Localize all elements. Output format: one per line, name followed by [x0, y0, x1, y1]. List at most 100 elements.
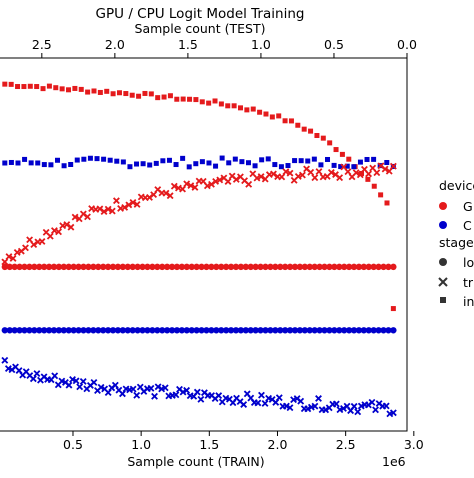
gpu-loading-point: [331, 263, 338, 271]
gpu-loading-point: [208, 263, 215, 271]
gpu-inference-point: [78, 86, 84, 92]
gpu-loading-point: [203, 263, 210, 271]
cpu-training-point: [111, 381, 119, 389]
gpu-inference-point: [295, 122, 301, 128]
cpu-inference-point: [127, 164, 133, 170]
gpu-loading-point: [370, 263, 377, 271]
gpu-training-point: [327, 169, 335, 176]
gpu-inference-point: [237, 105, 243, 111]
gpu-loading-point: [336, 263, 343, 271]
cpu-inference-point: [120, 159, 126, 165]
bottom-tick-label: 0.5: [63, 437, 83, 452]
cpu-training-point: [76, 383, 84, 391]
cpu-loading-point: [40, 327, 48, 334]
cpu-training-point: [215, 392, 223, 400]
cpu-loading-point: [124, 327, 131, 334]
data-marks: [1, 81, 397, 418]
gpu-loading-point: [178, 263, 186, 271]
legend-device-title: device: [439, 178, 474, 193]
gpu-training-point: [71, 213, 79, 221]
gpu-loading-point: [183, 263, 190, 271]
cpu-inference-point: [193, 161, 199, 167]
gpu-training-point: [129, 198, 137, 206]
cpu-inference-point: [285, 163, 291, 169]
gpu-inference-point: [276, 113, 282, 119]
cpu-loading-point: [31, 327, 38, 334]
gpu-inference-point: [244, 107, 250, 113]
gpu-inference-point: [314, 133, 320, 139]
gpu-inference-point: [320, 135, 326, 141]
gpu-loading-point: [75, 263, 82, 271]
legend-inference-marker: [440, 297, 446, 303]
gpu-inference-point: [155, 95, 161, 101]
gpu-inference-point: [257, 109, 263, 115]
cpu-inference-point: [384, 159, 390, 165]
gpu-training-point: [311, 174, 319, 182]
cpu-loading-point: [296, 327, 304, 334]
top-axis-label: Sample count (TEST): [135, 21, 266, 36]
gpu-inference-point: [85, 89, 91, 95]
gpu-loading-point: [272, 263, 279, 271]
cpu-inference-point: [305, 158, 311, 164]
cpu-inference-point: [292, 158, 298, 164]
cpu-training-point: [90, 378, 98, 386]
gpu-loading-point: [257, 263, 264, 271]
cpu-loading-point: [390, 327, 397, 334]
gpu-loading-point: [188, 263, 195, 271]
gpu-loading-point: [16, 263, 23, 271]
gpu-inference-point: [308, 128, 314, 134]
cpu-training-point: [197, 395, 205, 403]
bottom-axis-label: Sample count (TRAIN): [127, 454, 264, 469]
cpu-training-point: [354, 408, 362, 416]
gpu-training-point: [96, 205, 104, 213]
gpu-loading-point: [109, 263, 117, 271]
gpu-inference-point: [384, 200, 390, 206]
gpu-loading-point: [218, 263, 225, 271]
gpu-inference-point: [27, 83, 33, 89]
top-tick-label: 2.0: [105, 37, 125, 52]
top-tick-label: 1.0: [251, 37, 271, 52]
cpu-training-point: [172, 391, 180, 399]
gpu-inference-point: [301, 126, 307, 132]
cpu-training-point: [315, 395, 322, 402]
gpu-training-point: [245, 180, 253, 188]
cpu-training-point: [119, 390, 126, 398]
cpu-inference-point: [357, 159, 363, 165]
cpu-inference-point: [226, 160, 232, 166]
gpu-training-point: [356, 171, 364, 179]
cpu-loading-point: [272, 327, 279, 334]
cpu-inference-point: [298, 158, 304, 164]
cpu-loading-point: [80, 327, 87, 334]
gpu-inference-point: [333, 147, 339, 153]
cpu-loading-point: [345, 327, 353, 334]
gpu-inference-point: [167, 93, 173, 99]
gpu-loading-point: [21, 263, 28, 271]
cpu-loading-point: [232, 327, 240, 334]
cpu-loading-point: [144, 327, 151, 334]
cpu-inference-point: [2, 160, 8, 166]
cpu-loading-point: [149, 327, 156, 334]
cpu-inference-point: [107, 157, 113, 163]
cpu-loading-point: [242, 327, 250, 334]
cpu-loading-point: [340, 327, 348, 334]
gpu-loading-point: [168, 263, 176, 271]
cpu-inference-point: [186, 164, 192, 170]
top-tick-label: 0.5: [324, 37, 344, 52]
gpu-inference-point: [288, 118, 294, 124]
gpu-loading-point: [45, 263, 53, 271]
cpu-loading-point: [65, 327, 72, 334]
gpu-training-point: [203, 182, 211, 190]
gpu-training-point: [270, 170, 277, 178]
gpu-loading-point: [1, 263, 9, 271]
gpu-loading-point: [340, 263, 348, 271]
cpu-loading-point: [168, 327, 176, 334]
cpu-training-point: [79, 377, 87, 385]
cpu-loading-point: [286, 327, 294, 334]
gpu-loading-point: [375, 263, 382, 271]
cpu-inference-point: [344, 163, 350, 169]
gpu-loading-point: [262, 263, 269, 271]
cpu-training-point: [29, 375, 37, 383]
gpu-loading-point: [139, 263, 146, 271]
cpu-training-point: [97, 383, 105, 391]
